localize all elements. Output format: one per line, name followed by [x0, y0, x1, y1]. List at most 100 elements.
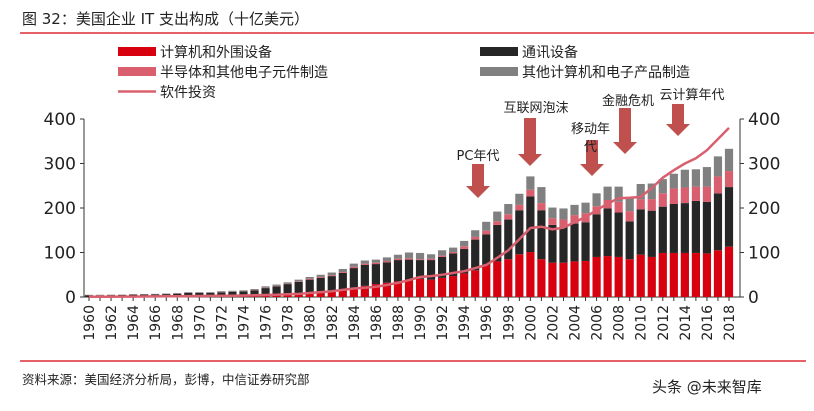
bar-segment-1 [250, 290, 259, 296]
bar-segment-2 [526, 189, 535, 197]
bar-segment-2 [691, 186, 700, 201]
bar-segment-3 [316, 274, 325, 277]
down-arrow-icon [666, 104, 690, 136]
bar-segment-3 [393, 254, 403, 259]
bar-segment-0 [669, 252, 678, 297]
bar-segment-1 [592, 214, 601, 257]
bar-segment-1 [658, 206, 667, 253]
bar-segment-3 [228, 290, 237, 292]
bar-segment-2 [570, 215, 579, 224]
y-tick-label-right: 0 [748, 288, 759, 308]
legend-swatch-1 [480, 47, 518, 56]
bar-segment-0 [460, 273, 469, 297]
x-tick-label: 1960 [82, 305, 98, 341]
x-tick-label: 2002 [545, 305, 561, 341]
bar-segment-3 [415, 252, 425, 260]
bar-segment-3 [294, 279, 303, 282]
bar-segment-0 [713, 250, 723, 297]
bar-segment-3 [724, 148, 734, 172]
x-tick-label: 1986 [369, 305, 385, 341]
bar-segment-3 [713, 156, 723, 177]
bar-segment-2 [449, 252, 458, 254]
bar-segment-3 [449, 247, 458, 253]
bar-segment-3 [625, 197, 634, 212]
bar-segment-0 [338, 289, 347, 297]
bar-segment-0 [570, 261, 579, 297]
bar-segment-3 [426, 254, 436, 259]
x-tick-label: 1994 [457, 305, 473, 341]
x-tick-label: 2018 [722, 305, 738, 341]
bar-segment-3 [482, 221, 491, 231]
x-tick-label: 1978 [281, 305, 297, 341]
bar-segment-0 [360, 285, 369, 297]
bar-segment-0 [625, 259, 634, 297]
bar-segment-2 [482, 230, 491, 235]
bar-segment-1 [691, 200, 700, 253]
bar-segment-3 [680, 169, 689, 188]
bar-segment-1 [393, 260, 403, 282]
bar-segment-1 [548, 224, 557, 263]
bar-segment-0 [415, 278, 425, 297]
bar-segment-1 [449, 253, 458, 277]
y-tick-label-right: 400 [748, 110, 780, 130]
bar-segment-2 [327, 275, 336, 277]
y-tick-label-right: 200 [748, 199, 780, 219]
bar-segment-0 [382, 282, 392, 297]
bar-segment-1 [360, 264, 369, 286]
bar-segment-2 [647, 199, 656, 211]
x-tick-label: 1964 [126, 305, 142, 341]
bar-segment-0 [449, 276, 458, 297]
bar-segment-3 [537, 187, 546, 204]
annotation-label-mobile-era: 移动年代 [570, 122, 610, 155]
bar-segment-3 [206, 292, 215, 293]
bar-segment-2 [559, 219, 568, 227]
bar-segment-1 [713, 193, 723, 251]
bar-segment-1 [515, 210, 524, 255]
bar-segment-0 [548, 262, 557, 297]
bar-segment-0 [647, 256, 656, 297]
bar-segment-2 [680, 187, 689, 204]
bar-segment-3 [548, 207, 557, 219]
legend-label-3: 其他计算机和电子产品制造 [522, 65, 690, 81]
bar-segment-2 [371, 262, 380, 265]
bar-segment-0 [581, 260, 590, 297]
bar-segment-2 [636, 199, 645, 210]
x-tick-label: 1992 [435, 305, 451, 341]
bar-segment-0 [471, 270, 480, 297]
bar-segment-3 [460, 240, 469, 247]
bar-segment-0 [526, 252, 535, 297]
y-tick-label-right: 100 [748, 244, 780, 264]
bar-segment-2 [493, 221, 502, 225]
annotation-label: 金融危机 [602, 93, 654, 109]
bar-segment-3 [493, 211, 502, 222]
bar-segment-0 [504, 259, 513, 297]
bar-segment-3 [636, 183, 645, 200]
watermark: 头条 @未来智库 [652, 378, 762, 396]
bar-segment-0 [636, 254, 645, 297]
bar-segment-2 [404, 258, 414, 260]
bar-segment-1 [504, 219, 513, 260]
x-tick-label: 1968 [170, 305, 186, 341]
bar-segment-1 [614, 212, 623, 257]
bar-segment-1 [305, 279, 314, 293]
y-tick-label-left: 0 [65, 288, 76, 308]
bar-segment-1 [438, 256, 447, 278]
down-arrow-icon [580, 140, 604, 176]
x-tick-label: 1982 [325, 305, 341, 341]
bar-segment-2 [338, 272, 347, 273]
bar-segment-0 [680, 252, 689, 297]
bar-segment-1 [382, 262, 392, 283]
bar-segment-3 [184, 292, 193, 293]
down-arrow-icon [613, 108, 637, 154]
bar-segment-1 [482, 234, 491, 265]
bar-segment-2 [548, 218, 557, 225]
bar-segment-2 [438, 255, 447, 257]
bar-segment-1 [647, 210, 656, 257]
bar-segment-0 [316, 291, 325, 297]
annotation-label: 云计算年代 [659, 88, 724, 103]
x-tick-label: 1974 [236, 305, 252, 341]
bar-segment-3 [658, 179, 667, 194]
bar-segment-2 [305, 278, 314, 280]
bar-segment-2 [669, 188, 678, 204]
legend-label-4: 软件投资 [160, 85, 216, 101]
